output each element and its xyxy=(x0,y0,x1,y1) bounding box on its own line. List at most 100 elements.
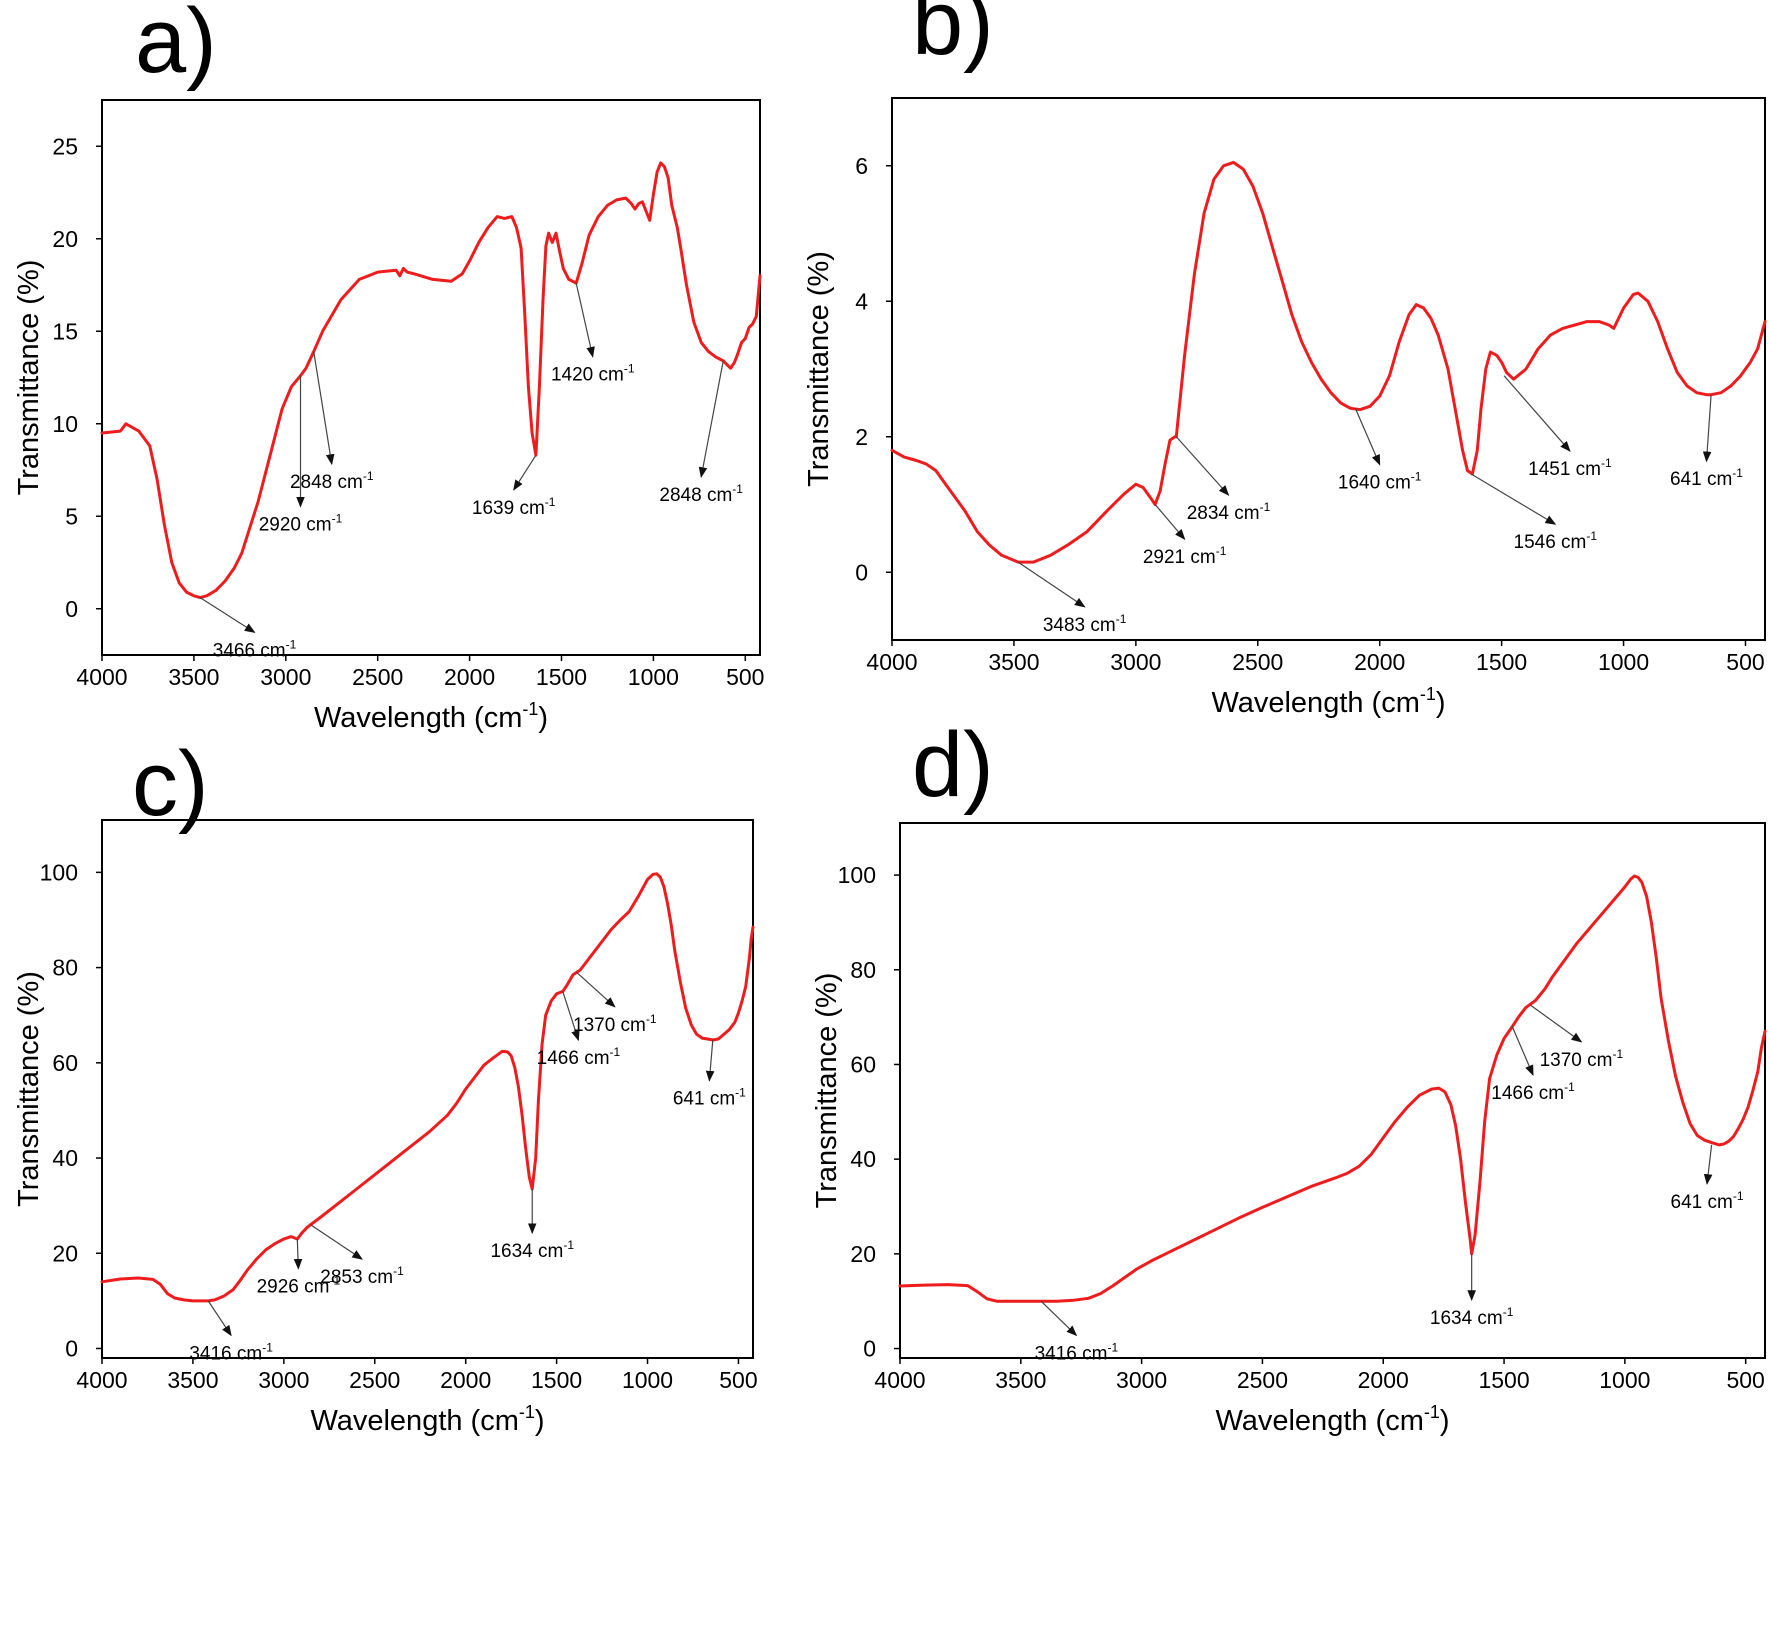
annotation-arrow xyxy=(313,351,335,466)
x-tick-label: 4000 xyxy=(76,664,127,690)
x-axis-title-sup: -1 xyxy=(1420,684,1436,704)
annotation-label: 1640 cm-1 xyxy=(1338,470,1422,494)
annotation-text: 1451 cm xyxy=(1528,459,1601,480)
y-tick-label: 10 xyxy=(52,411,78,437)
annotation-sup: -1 xyxy=(610,1045,621,1059)
annotation-sup: -1 xyxy=(735,1086,746,1100)
annotation-sup: -1 xyxy=(393,1264,404,1278)
x-axis-title-text: Wavelength (cm xyxy=(1211,687,1419,719)
annotation-arrow xyxy=(1503,375,1571,452)
annotation-sup: -1 xyxy=(363,469,374,483)
x-tick-label: 1500 xyxy=(1476,649,1527,675)
annotation-arrow xyxy=(199,597,256,633)
annotation-text: 2848 cm xyxy=(290,472,363,493)
annotation-label: 1451 cm-1 xyxy=(1528,456,1612,480)
y-tick-label: 80 xyxy=(850,957,876,983)
annotation-arrow xyxy=(1511,1026,1534,1077)
x-tick-label: 1500 xyxy=(531,1367,582,1393)
series-line-d xyxy=(898,874,1767,1303)
annotation-sup: -1 xyxy=(1107,1340,1118,1354)
y-tick-label: 100 xyxy=(40,859,78,885)
annotation-sup: -1 xyxy=(1733,1189,1744,1203)
y-tick-label: 15 xyxy=(52,318,78,344)
annotation-arrow xyxy=(705,1039,715,1082)
annotation-text: 641 cm xyxy=(673,1089,735,1110)
annotation-arrow xyxy=(575,283,595,358)
annotation-label: 1466 cm-1 xyxy=(537,1045,621,1069)
y-tick-label: 20 xyxy=(52,226,78,252)
y-tick-label: 40 xyxy=(850,1146,876,1172)
x-tick-label: 500 xyxy=(1726,649,1764,675)
y-tick-label: 0 xyxy=(65,1335,78,1361)
y-tick-label: 20 xyxy=(52,1240,78,1266)
x-axis-title-end: ) xyxy=(1440,1405,1450,1437)
annotation-sup: -1 xyxy=(1601,456,1612,470)
x-tick-label: 3000 xyxy=(260,664,311,690)
y-axis-title: Transmittance (%) xyxy=(811,973,843,1209)
y-axis-title: Transmittance (%) xyxy=(803,251,835,487)
x-tick-label: 2500 xyxy=(1237,1367,1288,1393)
x-tick-label: 2000 xyxy=(440,1367,491,1393)
annotation-label: 1546 cm-1 xyxy=(1514,529,1598,553)
panel-label: b) xyxy=(912,0,994,74)
annotation-label: 2853 cm-1 xyxy=(320,1264,404,1288)
series-line-c xyxy=(100,872,755,1303)
annotation-arrow xyxy=(1354,408,1381,466)
x-axis-title-sup: -1 xyxy=(1424,1402,1440,1422)
annotation-text: 641 cm xyxy=(1671,1192,1733,1213)
y-tick-label: 60 xyxy=(850,1051,876,1077)
annotation-sup: -1 xyxy=(1732,466,1743,480)
x-axis-title: Wavelength (cm-1) xyxy=(310,1402,544,1437)
y-tick-label: 5 xyxy=(65,503,78,529)
plot-frame xyxy=(101,819,754,1359)
x-tick-label: 3000 xyxy=(258,1367,309,1393)
y-axis-title: Transmittance (%) xyxy=(13,260,45,496)
annotation-sup: -1 xyxy=(262,1340,273,1354)
x-tick-label: 500 xyxy=(719,1367,757,1393)
annotation-sup: -1 xyxy=(624,362,635,376)
annotation-text: 1370 cm xyxy=(573,1015,646,1036)
annotation-label: 1466 cm-1 xyxy=(1491,1080,1575,1104)
annotation-sup: -1 xyxy=(332,512,343,526)
x-axis-title-text: Wavelength (cm xyxy=(314,702,522,734)
annotation-sup: -1 xyxy=(545,495,556,509)
annotation-label: 2848 cm-1 xyxy=(659,482,743,506)
annotation-text: 3466 cm xyxy=(213,640,286,661)
series-line-b xyxy=(890,160,1767,564)
annotation-arrow xyxy=(1703,1144,1713,1185)
annotation-text: 1466 cm xyxy=(537,1048,610,1069)
annotation-sup: -1 xyxy=(646,1012,657,1026)
annotation-label: 3483 cm-1 xyxy=(1043,612,1127,636)
panel-label: d) xyxy=(912,714,994,816)
annotation-label: 641 cm-1 xyxy=(673,1086,746,1110)
annotation-text: 1420 cm xyxy=(551,365,624,386)
y-tick-label: 25 xyxy=(52,133,78,159)
x-tick-label: 500 xyxy=(726,664,764,690)
y-tick-label: 0 xyxy=(65,596,78,622)
x-tick-label: 3000 xyxy=(1116,1367,1167,1393)
annotation-sup: -1 xyxy=(1216,544,1227,558)
annotation-label: 1634 cm-1 xyxy=(1430,1305,1514,1329)
y-tick-label: 0 xyxy=(863,1336,876,1362)
annotation-arrow xyxy=(698,360,724,479)
x-tick-label: 2000 xyxy=(1354,649,1405,675)
x-axis-title: Wavelength (cm-1) xyxy=(314,699,548,734)
x-tick-label: 3000 xyxy=(1110,649,1161,675)
annotation-arrow xyxy=(1017,561,1086,608)
x-axis-title-text: Wavelength (cm xyxy=(310,1405,518,1437)
annotation-arrow xyxy=(1470,473,1557,525)
annotation-text: 1546 cm xyxy=(1514,532,1587,553)
y-tick-label: 40 xyxy=(52,1145,78,1171)
annotation-label: 2848 cm-1 xyxy=(290,469,374,493)
annotation-arrow xyxy=(207,1300,232,1337)
panel-c: c) 4000 3500 3000 2500 2000 1500 1000 500 0 20 40 60… xyxy=(13,733,758,1437)
annotation-text: 2921 cm xyxy=(1143,547,1216,568)
annotation-label: 2834 cm-1 xyxy=(1187,500,1271,524)
x-tick-label: 2000 xyxy=(1358,1367,1409,1393)
x-axis-title: Wavelength (cm-1) xyxy=(1215,1402,1449,1437)
annotation-text: 1634 cm xyxy=(490,1241,563,1262)
x-axis-title-end: ) xyxy=(1436,687,1446,719)
annotation-label: 2926 cm-1 xyxy=(257,1274,341,1298)
x-axis-title-sup: -1 xyxy=(519,1402,535,1422)
plot-frame xyxy=(101,99,761,656)
